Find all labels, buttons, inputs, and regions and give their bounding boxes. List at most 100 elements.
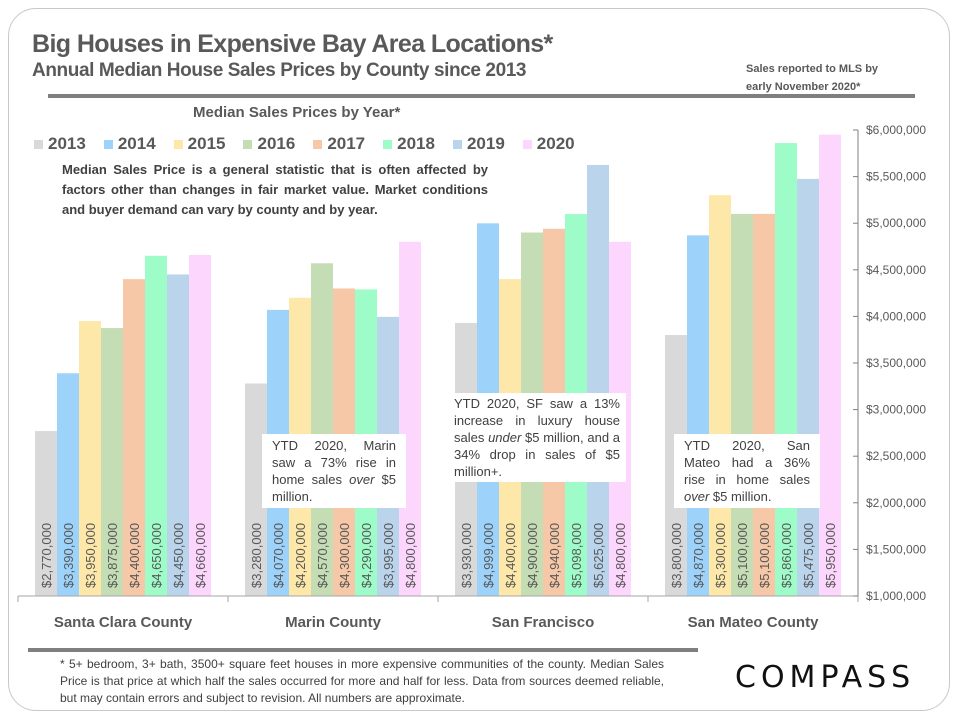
bar-value-label: $3,280,000 [249, 523, 264, 588]
legend-item-2016: 2016 [243, 134, 295, 154]
y-tick-label: $3,500,000 [866, 356, 926, 370]
page-subtitle: Annual Median House Sales Prices by Coun… [32, 60, 527, 81]
bar-value-label: $5,300,000 [713, 523, 728, 588]
bar-value-label: $4,940,000 [547, 523, 562, 588]
bar-value-label: $4,800,000 [613, 523, 628, 588]
callout-marin-pre: YTD 2020, Marin saw a 73% rise in home s… [272, 438, 396, 487]
y-tick-label: $5,000,000 [866, 216, 926, 230]
bar-value-label: $4,400,000 [127, 523, 142, 588]
bar-value-label: $5,098,000 [569, 523, 584, 588]
bar-value-label: $4,570,000 [315, 523, 330, 588]
bar-value-label: $4,290,000 [359, 523, 374, 588]
bar-value-label: $4,200,000 [293, 523, 308, 588]
bar-value-label: $4,999,000 [481, 523, 496, 588]
legend-swatch [34, 139, 43, 149]
footnote: * 5+ bedroom, 3+ bath, 3500+ square feet… [60, 657, 664, 705]
category-label: San Mateo County [688, 614, 819, 631]
legend-label: 2020 [536, 134, 575, 153]
y-tick-label: $1,000,000 [866, 589, 926, 603]
category-label: Marin County [285, 614, 381, 631]
callout-sanmateo-post: $5 million. [709, 489, 772, 504]
legend-label: 2019 [466, 134, 505, 153]
legend-label: 2018 [397, 134, 435, 153]
y-tick-label: $2,500,000 [866, 449, 926, 463]
bar-value-label: $3,875,000 [105, 523, 120, 588]
bar-value-label: $5,100,000 [735, 523, 750, 588]
legend-item-2019: 2019 [452, 134, 505, 154]
legend-item-2017: 2017 [313, 134, 365, 154]
y-tick-label: $4,500,000 [866, 263, 926, 277]
chart-title: Median Sales Prices by Year* [193, 104, 401, 121]
bar-value-label: $4,870,000 [691, 523, 706, 588]
disclaimer-text: Median Sales Price is a general statisti… [62, 162, 488, 217]
bar-2020-3 [819, 134, 841, 596]
bar-value-label: $4,450,000 [171, 523, 186, 588]
bar-2016-1 [311, 263, 333, 596]
legend-label: 2015 [187, 134, 226, 153]
bar-2019-0 [167, 274, 189, 596]
bar-value-label: $4,650,000 [149, 523, 164, 588]
bar-value-label: $4,070,000 [271, 523, 286, 588]
callout-sanmateo: YTD 2020, San Mateo had a 36% rise in ho… [674, 434, 820, 508]
callout-sf-pre: YTD 2020, SF saw a 13% increase in luxur… [454, 396, 620, 445]
bar-value-label: $3,930,000 [459, 523, 474, 588]
legend-label: 2016 [257, 134, 296, 153]
chart-legend: 2013 2014 2015 2016 2017 2018 2019 2020 [34, 134, 593, 154]
bar-value-label: $4,800,000 [403, 523, 418, 588]
bar-value-label: $5,100,000 [757, 523, 772, 588]
bar-2015-0 [79, 321, 101, 596]
bar-value-label: $4,400,000 [503, 523, 518, 588]
legend-label: 2013 [48, 134, 86, 153]
compass-logo: COMPASS [735, 660, 915, 695]
slide-frame [8, 8, 950, 711]
bar-value-label: $4,660,000 [193, 523, 208, 588]
y-tick-label: $4,000,000 [866, 309, 926, 323]
data-note: Sales reported to MLS by early November … [746, 60, 906, 96]
y-tick-label: $2,000,000 [866, 496, 926, 510]
compass-logo-text: COMPASS [735, 660, 916, 695]
callout-sf-em: under [488, 430, 522, 445]
y-tick-label: $5,500,000 [866, 170, 926, 184]
bar-2016-0 [101, 328, 123, 596]
category-label: Santa Clara County [54, 614, 193, 631]
bar-value-label: $3,800,000 [669, 523, 684, 588]
legend-item-2018: 2018 [383, 134, 435, 154]
data-note-line2: early November 2020* [746, 81, 861, 93]
legend-item-2014: 2014 [103, 134, 156, 154]
bar-value-label: $3,390,000 [61, 523, 76, 588]
callout-marin-em: over [349, 472, 375, 487]
bar-2017-0 [123, 279, 145, 596]
bar-value-label: $5,950,000 [823, 523, 838, 588]
legend-swatch [173, 139, 183, 149]
callout-marin-post: $5 million. [272, 472, 397, 504]
callout-sanmateo-em: over [684, 489, 710, 504]
callout-sanmateo-pre: YTD 2020, San Mateo had a 36% rise in ho… [684, 438, 810, 487]
bar-value-label: $3,995,000 [381, 523, 396, 588]
legend-item-2020: 2020 [522, 134, 575, 154]
page-title: Big Houses in Expensive Bay Area Locatio… [32, 30, 553, 58]
callout-sf: YTD 2020, SF saw a 13% increase in luxur… [448, 393, 626, 482]
bar-2013-1 [245, 383, 267, 596]
bar-value-label: $4,300,000 [337, 523, 352, 588]
legend-label: 2017 [327, 134, 366, 153]
bar-2020-0 [189, 254, 211, 596]
legend-swatch [522, 139, 532, 149]
category-label: San Francisco [492, 614, 595, 631]
legend-swatch [243, 139, 253, 149]
legend-swatch [313, 139, 323, 149]
footer-divider [28, 648, 698, 652]
legend-swatch [383, 139, 393, 149]
legend-swatch [452, 139, 462, 149]
data-note-line1: Sales reported to MLS by [746, 63, 879, 75]
bar-2019-2 [587, 164, 609, 596]
legend-item-2013: 2013 [34, 134, 86, 154]
bar-value-label: $3,950,000 [83, 523, 98, 588]
bar-2013-0 [35, 431, 57, 596]
callout-sf-post: $5 million, and a 34% drop in sales of $… [454, 430, 620, 479]
legend-label: 2014 [117, 134, 156, 153]
callout-marin: YTD 2020, Marin saw a 73% rise in home s… [262, 434, 406, 508]
bar-value-label: $4,900,000 [525, 523, 540, 588]
bar-2018-0 [145, 255, 167, 596]
bar-value-label: $5,860,000 [779, 523, 794, 588]
